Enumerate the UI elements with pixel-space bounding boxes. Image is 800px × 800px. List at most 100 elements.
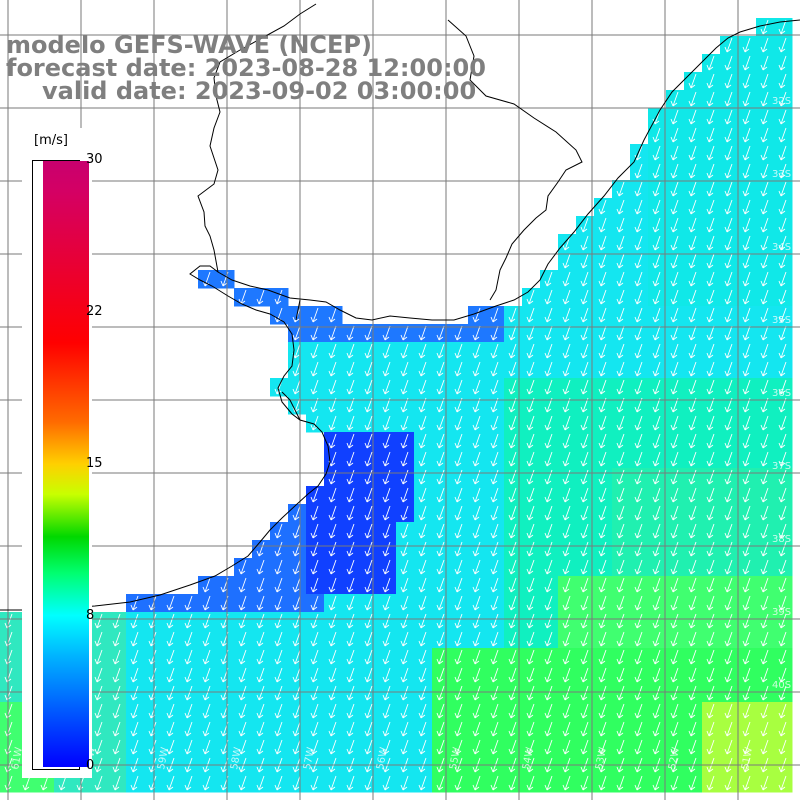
wind-arrow xyxy=(778,163,787,179)
wind-arrow xyxy=(382,505,391,521)
wind-arrow xyxy=(490,451,499,467)
wind-arrow xyxy=(742,415,751,431)
wind-arrow xyxy=(472,523,481,539)
wind-arrow xyxy=(238,595,247,611)
wind-arrow xyxy=(634,667,643,683)
wind-arrow xyxy=(508,523,517,539)
wind-arrow xyxy=(616,451,625,467)
wind-arrow xyxy=(742,379,751,395)
uruguay-border xyxy=(447,19,583,301)
wind-arrow xyxy=(706,145,715,161)
wind-arrow xyxy=(544,433,553,449)
wind-arrow xyxy=(400,739,409,755)
wind-arrow xyxy=(760,649,769,665)
wind-arrow xyxy=(472,649,481,665)
wind-arrow xyxy=(454,433,463,449)
wind-arrow xyxy=(724,325,733,341)
wind-arrow xyxy=(418,523,427,539)
wind-arrow xyxy=(112,649,121,665)
wind-arrow xyxy=(742,721,751,737)
wind-arrow xyxy=(760,55,769,71)
wind-arrow xyxy=(778,487,787,503)
wind-arrow xyxy=(706,343,715,359)
wind-arrow xyxy=(742,235,751,251)
wind-arrow xyxy=(616,217,625,233)
wind-arrow xyxy=(724,253,733,269)
wind-arrow xyxy=(778,505,787,521)
wind-arrow xyxy=(274,685,283,701)
wind-arrow xyxy=(328,559,337,575)
wind-arrow xyxy=(670,145,679,161)
wind-arrow xyxy=(436,721,445,737)
wind-arrow xyxy=(688,307,697,323)
wind-arrow xyxy=(706,541,715,557)
wind-arrow xyxy=(760,685,769,701)
wind-arrow xyxy=(454,415,463,431)
wind-arrow xyxy=(274,613,283,629)
wind-arrow xyxy=(292,721,301,737)
wind-arrow xyxy=(346,469,355,485)
wind-arrow xyxy=(688,595,697,611)
wind-arrow xyxy=(598,307,607,323)
wind-arrow xyxy=(256,541,265,557)
wind-arrow xyxy=(472,379,481,395)
wind-arrow xyxy=(688,739,697,755)
wind-arrow xyxy=(238,703,247,719)
coastline xyxy=(0,19,800,611)
wind-arrow xyxy=(346,631,355,647)
wind-arrow xyxy=(688,181,697,197)
wind-arrow xyxy=(472,613,481,629)
latitude-label: 32S xyxy=(772,96,791,107)
wind-arrow xyxy=(652,145,661,161)
wind-arrow xyxy=(598,721,607,737)
wind-arrow xyxy=(580,343,589,359)
wind-arrow xyxy=(724,55,733,71)
wind-arrow xyxy=(580,523,589,539)
wind-arrow xyxy=(760,73,769,89)
wind-arrow xyxy=(328,577,337,593)
wind-arrow xyxy=(130,739,139,755)
wind-arrow xyxy=(274,559,283,575)
wind-arrow xyxy=(706,595,715,611)
wind-arrow xyxy=(688,109,697,125)
wind-arrow xyxy=(202,721,211,737)
wind-arrow xyxy=(598,739,607,755)
wind-arrow xyxy=(256,667,265,683)
wind-arrow xyxy=(292,541,301,557)
wind-arrow xyxy=(706,181,715,197)
wind-arrow xyxy=(274,667,283,683)
wind-arrow xyxy=(598,595,607,611)
colorbar-gradient xyxy=(43,161,89,767)
wind-arrow xyxy=(670,433,679,449)
wind-arrow xyxy=(760,289,769,305)
wind-arrow xyxy=(472,721,481,737)
wind-arrow xyxy=(706,55,715,71)
wind-arrow xyxy=(634,595,643,611)
wind-arrow xyxy=(310,703,319,719)
wind-arrow xyxy=(364,667,373,683)
wind-arrow xyxy=(508,739,517,755)
wind-arrow xyxy=(760,451,769,467)
wind-arrow xyxy=(256,721,265,737)
wind-arrow xyxy=(562,235,571,251)
wind-arrow xyxy=(760,487,769,503)
wind-arrow xyxy=(706,577,715,593)
wind-arrow xyxy=(652,505,661,521)
wind-arrow xyxy=(598,613,607,629)
wind-arrow xyxy=(778,19,787,35)
wind-arrow xyxy=(418,361,427,377)
wind-arrow xyxy=(472,433,481,449)
wind-arrow xyxy=(454,631,463,647)
wind-arrow xyxy=(742,595,751,611)
wind-arrow xyxy=(724,343,733,359)
wind-arrow xyxy=(382,433,391,449)
wind-arrow xyxy=(346,703,355,719)
wind-arrow xyxy=(490,541,499,557)
wind-arrow xyxy=(706,289,715,305)
wind-arrow xyxy=(382,577,391,593)
wind-arrow xyxy=(562,613,571,629)
wind-arrow xyxy=(634,163,643,179)
wind-arrow xyxy=(580,559,589,575)
wind-arrow xyxy=(562,325,571,341)
wind-arrow xyxy=(598,505,607,521)
